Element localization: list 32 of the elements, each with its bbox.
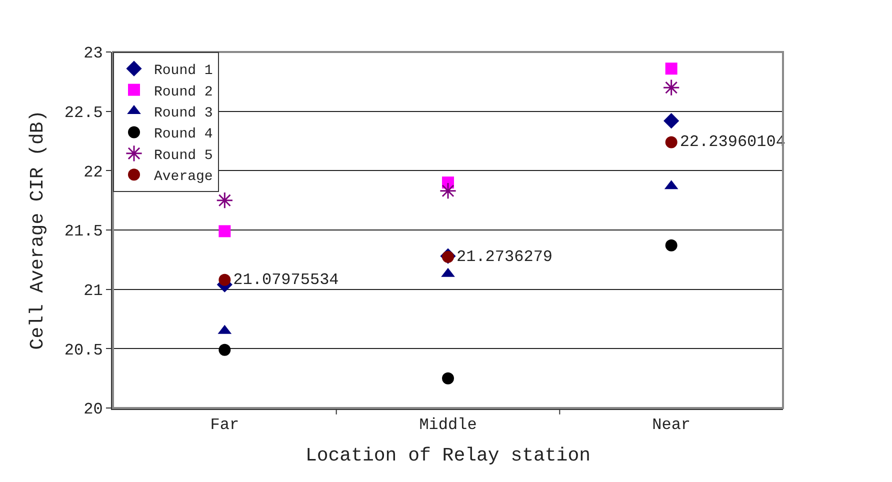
legend-label: Round 3 bbox=[154, 105, 213, 122]
point bbox=[664, 113, 680, 129]
x-axis-title: Location of Relay station bbox=[305, 444, 591, 466]
x-tick-label: Far bbox=[210, 416, 240, 434]
point bbox=[218, 225, 231, 238]
point bbox=[665, 136, 678, 148]
x-tick-label: Near bbox=[652, 416, 691, 434]
point bbox=[665, 239, 678, 252]
point bbox=[218, 274, 231, 286]
data-label: 22.23960104 bbox=[680, 133, 786, 152]
legend-label: Round 1 bbox=[154, 63, 213, 80]
y-tick-label: 21.5 bbox=[64, 222, 103, 241]
y-tick-label: 20 bbox=[84, 400, 103, 419]
x-tick-label: Middle bbox=[419, 416, 477, 434]
y-tick-label: 21 bbox=[84, 282, 103, 300]
point bbox=[218, 344, 231, 356]
legend-label: Round 4 bbox=[154, 126, 213, 143]
point bbox=[442, 372, 454, 384]
y-tick-label: 22.5 bbox=[64, 104, 103, 122]
data-label: 21.07975534 bbox=[233, 270, 339, 289]
data-label: 21.2736279 bbox=[456, 248, 553, 266]
point bbox=[662, 79, 680, 96]
legend-label: Round 2 bbox=[154, 84, 213, 100]
point bbox=[439, 182, 457, 200]
point bbox=[216, 192, 234, 209]
y-tick-label: 20.5 bbox=[64, 341, 103, 360]
y-tick-label: 23 bbox=[84, 44, 103, 63]
point bbox=[665, 62, 678, 75]
legend-label: Average bbox=[154, 169, 213, 186]
y-axis-title: Cell Average CIR (dB) bbox=[26, 110, 49, 350]
y-tick-label: 22 bbox=[84, 163, 103, 182]
legend-label: Round 5 bbox=[154, 148, 213, 164]
